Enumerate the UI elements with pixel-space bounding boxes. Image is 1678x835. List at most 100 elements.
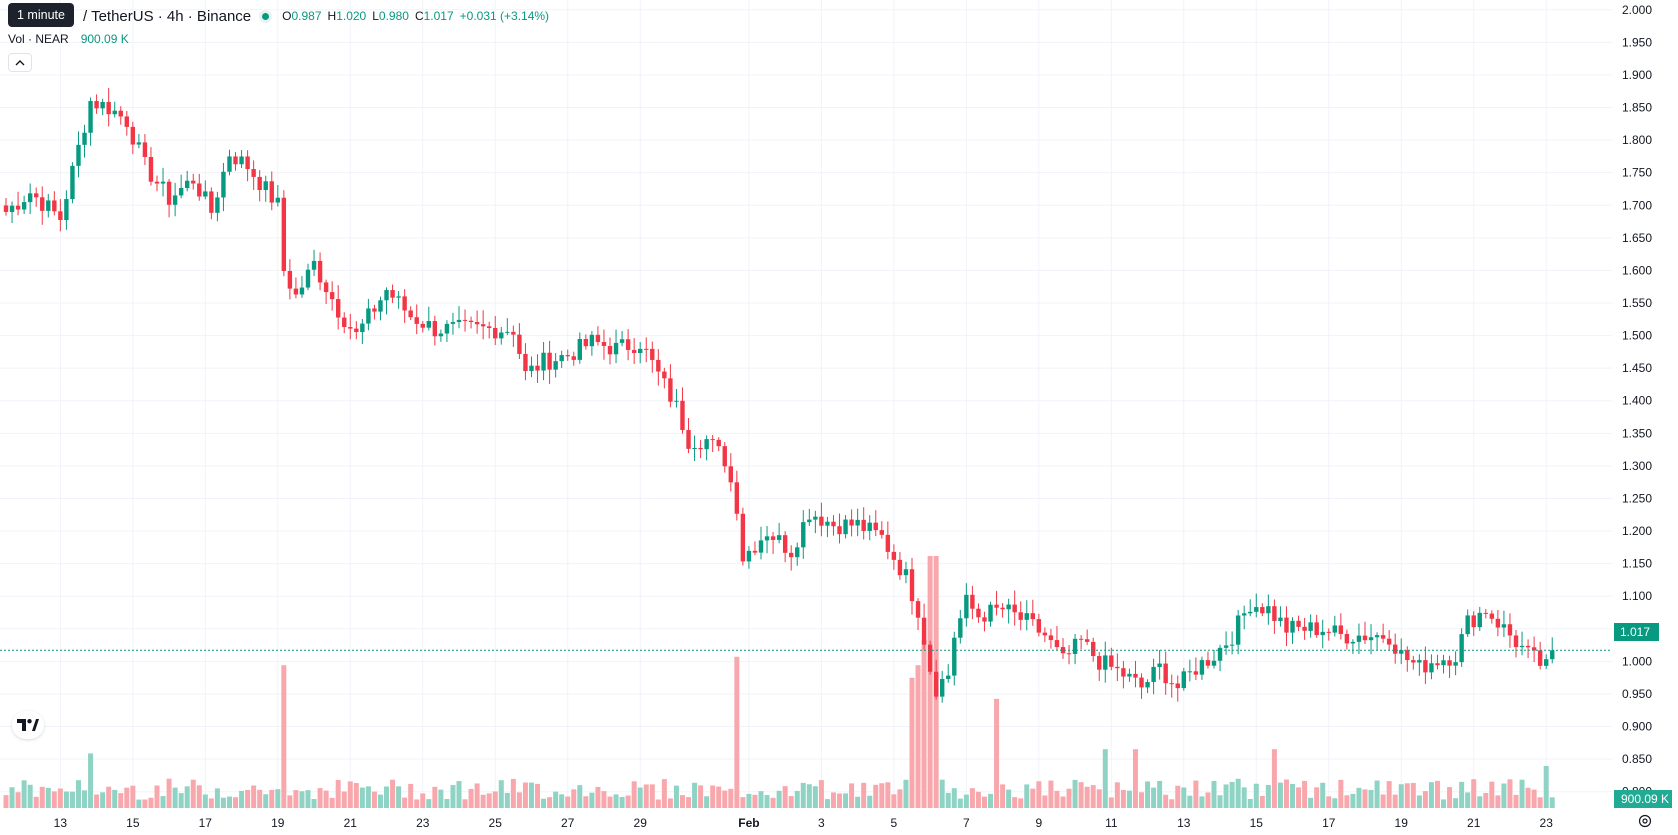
volume-bar <box>1453 798 1459 808</box>
candle-body <box>336 299 341 318</box>
candle-body <box>281 197 287 271</box>
volume-bar <box>9 787 15 808</box>
volume-bar <box>704 796 710 808</box>
volume-bar <box>553 791 559 808</box>
candle-body <box>456 319 462 323</box>
candle-body <box>1054 640 1060 648</box>
candle-body <box>1290 620 1295 633</box>
candle-body <box>1362 635 1368 641</box>
candle-body <box>1350 641 1356 644</box>
candle-body <box>994 604 999 608</box>
volume-bar <box>945 792 951 808</box>
volume-bar <box>1441 799 1447 808</box>
volume-bar <box>269 789 275 808</box>
volume-bar <box>172 787 178 808</box>
candle-body <box>305 269 311 288</box>
volume-legend[interactable]: Vol · NEAR 900.09 K <box>8 32 129 46</box>
candle-body <box>1447 660 1452 666</box>
candle-body <box>849 519 854 526</box>
candle-body <box>402 296 407 311</box>
change-value: +0.031 (+3.14%) <box>459 9 550 23</box>
volume-bar <box>426 799 432 808</box>
tradingview-logo[interactable] <box>12 711 44 739</box>
candle-body <box>311 260 317 270</box>
x-tick-label: 19 <box>1395 816 1409 830</box>
volume-bar <box>384 786 390 808</box>
candle-body <box>136 142 142 145</box>
candle-body <box>704 439 709 450</box>
candle-body <box>873 522 878 531</box>
candle-body <box>1169 683 1174 685</box>
volume-bar <box>643 784 649 808</box>
volume-bar <box>571 789 577 808</box>
candle-body <box>1072 638 1078 654</box>
volume-bar <box>1000 784 1006 808</box>
volume-bar <box>3 795 9 808</box>
x-tick-label: 23 <box>1540 816 1554 830</box>
x-tick-label: 25 <box>489 816 503 830</box>
candle-body <box>1302 626 1307 631</box>
volume-bar <box>746 793 752 808</box>
volume-bar <box>800 782 806 808</box>
volume-bar <box>287 795 293 808</box>
volume-bar <box>873 784 879 808</box>
volume-bar <box>118 793 124 808</box>
collapse-legend-button[interactable] <box>8 53 32 72</box>
open-value: 0.987 <box>291 9 322 23</box>
symbol-title[interactable]: / TetherUS · 4h · Binance <box>83 7 252 25</box>
volume-bar <box>1356 787 1362 808</box>
candle-body <box>70 165 75 200</box>
volume-bar <box>178 793 184 808</box>
y-tick-label: 1.500 <box>1622 329 1652 343</box>
volume-bar <box>770 797 776 808</box>
candle-body <box>1320 631 1325 636</box>
y-tick-label: 1.300 <box>1622 459 1652 473</box>
volume-bar <box>1108 797 1114 808</box>
candle-body <box>946 675 951 679</box>
candle-body <box>1121 668 1126 677</box>
volume-bar <box>698 785 704 808</box>
candle-body <box>964 594 969 619</box>
volume-bar <box>1235 778 1241 808</box>
volume-bar <box>1253 783 1259 808</box>
volume-bar <box>148 797 154 808</box>
candle-body <box>601 342 607 346</box>
volume-bar <box>806 784 812 808</box>
candle-body <box>855 519 860 526</box>
candle-body <box>221 171 226 198</box>
volume-bar <box>818 780 824 808</box>
volume-bar <box>1350 793 1356 808</box>
x-tick-label: 21 <box>1467 816 1481 830</box>
y-tick-label: 2.000 <box>1622 3 1652 17</box>
market-status-icon[interactable] <box>259 9 273 23</box>
candle-body <box>1471 615 1476 628</box>
volume-bar <box>1018 798 1024 808</box>
candle-body <box>1078 638 1084 640</box>
volume-bar <box>673 785 679 808</box>
volume-bar <box>1211 780 1217 808</box>
y-tick-label: 1.800 <box>1622 133 1652 147</box>
volume-bar <box>27 784 33 808</box>
volume-bar <box>444 798 450 808</box>
volume-bar <box>957 798 963 808</box>
volume-bar <box>686 797 692 808</box>
volume-bar <box>601 791 607 808</box>
volume-bar <box>75 780 81 808</box>
price-axis[interactable]: 2.000 1.950 1.900 1.850 1.800 1.750 1.700 1.650… <box>1622 3 1652 799</box>
candle-body <box>1272 606 1277 621</box>
volume-bar <box>377 794 383 808</box>
candle-body <box>275 197 280 203</box>
candle-body <box>468 320 474 323</box>
volume-bar <box>625 795 631 808</box>
volume-bar <box>51 791 57 808</box>
candle-body <box>52 200 57 212</box>
time-axis[interactable]: 13 15 17 19 21 23 25 27 29 Feb 3 5 7 9 11 13 15 17 19 21 23 <box>54 816 1554 830</box>
settings-gear-icon[interactable] <box>1638 814 1652 832</box>
x-tick-label: 3 <box>818 816 825 830</box>
volume-bar <box>233 797 239 808</box>
volume-bar <box>1006 789 1012 808</box>
volume-bar <box>927 556 933 808</box>
candle-body <box>293 288 299 295</box>
volume-bar <box>1199 796 1205 808</box>
